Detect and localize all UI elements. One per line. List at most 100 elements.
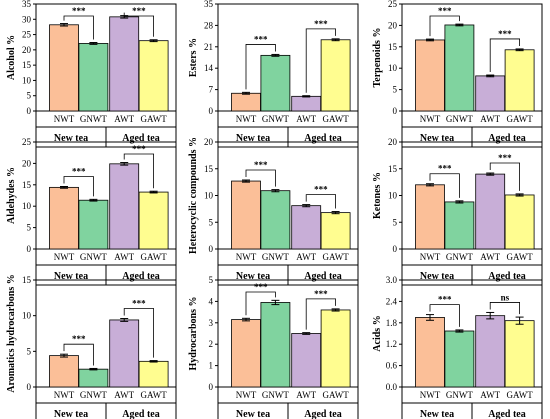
bar-nwt [231,180,261,250]
bar-awt [109,319,140,388]
category-label: GNWT [262,252,289,262]
significance-bracket [489,38,520,73]
group-label: Aged tea [122,133,160,144]
y-tick-label: 10 [388,63,398,73]
category-label: GNWT [446,114,473,124]
group-label: Aged tea [304,271,342,282]
y-tick-label: 5 [27,223,32,233]
y-tick-label: 0 [209,244,214,254]
significance-bracket [245,169,276,187]
y-axis-label: Heterocyclic compounds % [188,137,199,254]
significance-label: *** [72,6,86,16]
y-tick-label: 20 [204,137,214,147]
y-axis-label: Terpenoids % [372,28,383,88]
category-label: GAWT [322,390,349,400]
y-tick-label: 0.6 [386,361,398,371]
bar-gnwt [260,302,291,388]
significance-label: *** [254,282,268,292]
group-label: Aged tea [122,271,160,282]
bar-gnwt [444,201,475,250]
group-label: Aged tea [488,271,526,282]
category-label: GAWT [322,252,349,262]
y-tick-label: 3 [209,318,214,328]
category-label: NWT [420,252,441,262]
bar-gawt [320,212,351,250]
y-tick-label: 15 [204,164,214,174]
bar-gawt [320,39,351,112]
group-label: Aged tea [304,409,342,419]
bar-gawt [138,40,169,112]
significance-label: *** [132,144,146,154]
y-tick-label: 0 [27,382,32,392]
category-label: GNWT [80,252,107,262]
group-label: New tea [54,409,88,419]
y-tick-label: 2 [209,339,214,349]
category-label: NWT [54,390,75,400]
y-tick-label: 35 [22,0,32,9]
y-tick-label: 15 [22,180,32,190]
bar-awt [291,95,322,112]
chart-panel-3: 0 5 10 15 20 25 Terpenoids % NWT GNWT AWT GAWT *** *… [372,0,543,148]
category-label: GNWT [80,114,107,124]
y-tick-label: 0 [209,382,214,392]
significance-bracket [429,173,460,198]
significance-label: *** [254,34,268,44]
bar-gnwt [78,199,109,250]
significance-bracket [429,15,460,37]
group-label: Aged tea [122,409,160,419]
group-label: New tea [54,271,88,282]
y-tick-label: 3.0 [386,275,398,285]
y-tick-label: 10 [388,191,398,201]
category-label: AWT [114,390,134,400]
group-label: New tea [236,271,270,282]
bar-gnwt [444,24,475,112]
significance-label: *** [498,153,512,163]
significance-bracket [489,162,520,191]
significance-bracket [429,304,460,327]
bar-gawt [504,49,535,112]
bar-awt [475,75,506,112]
significance-label: *** [314,185,328,195]
bar-nwt [49,24,79,112]
chart-panel-6: 0 5 10 15 20 Ketones % NWT GNWT AWT GAWT *** *** New… [372,137,543,286]
chart-panel-2: 0 7 14 21 28 35 Esters % NWT GNWT AWT GAWT *** *** Ne… [188,0,359,148]
significance-label: ns [501,292,510,302]
category-label: NWT [54,252,75,262]
bar-gnwt [260,190,291,250]
chart-panel-4: 0 5 10 15 20 25 Aldehydes % NWT GNWT AWT GAWT *** **… [6,137,177,286]
y-tick-label: 15 [22,60,32,70]
significance-bracket [305,28,337,93]
plot-frame [217,279,359,419]
category-label: AWT [114,252,134,262]
significance-label: *** [132,299,146,309]
category-label: NWT [236,114,257,124]
bar-gnwt [444,330,475,388]
category-label: NWT [420,390,441,400]
group-label: New tea [236,409,270,419]
significance-bracket [245,291,276,316]
chart-panel-1: 0 5 10 15 20 25 30 35 Alcohol % NWT GNWT AWT GAWT ***… [6,0,177,148]
y-tick-label: 7 [209,85,214,95]
y-tick-label: 4 [209,296,214,306]
significance-label: *** [498,29,512,39]
category-label: GAWT [506,252,533,262]
y-tick-label: 15 [22,275,32,285]
category-label: GNWT [262,390,289,400]
bar-gawt [320,309,351,388]
y-tick-label: 25 [22,137,32,147]
category-label: GAWT [140,114,167,124]
significance-label: *** [438,295,452,305]
chart-panel-7: 0 5 10 15 Aromatics hydrocarbons % NWT GNWT AWT… [6,274,177,419]
significance-label: *** [72,167,86,177]
bar-gnwt [78,368,109,388]
y-tick-label: 21 [204,42,213,52]
significance-label: *** [438,164,452,174]
bar-awt [291,333,322,388]
y-tick-label: 10 [22,311,32,321]
chart-panel-5: 0 5 10 15 20 Heterocyclic compounds % NWT GNWT A… [188,137,359,286]
category-label: GNWT [262,114,289,124]
significance-bracket [63,15,94,40]
group-label: Aged tea [488,133,526,144]
category-label: NWT [236,252,257,262]
y-tick-label: 0 [27,244,32,254]
